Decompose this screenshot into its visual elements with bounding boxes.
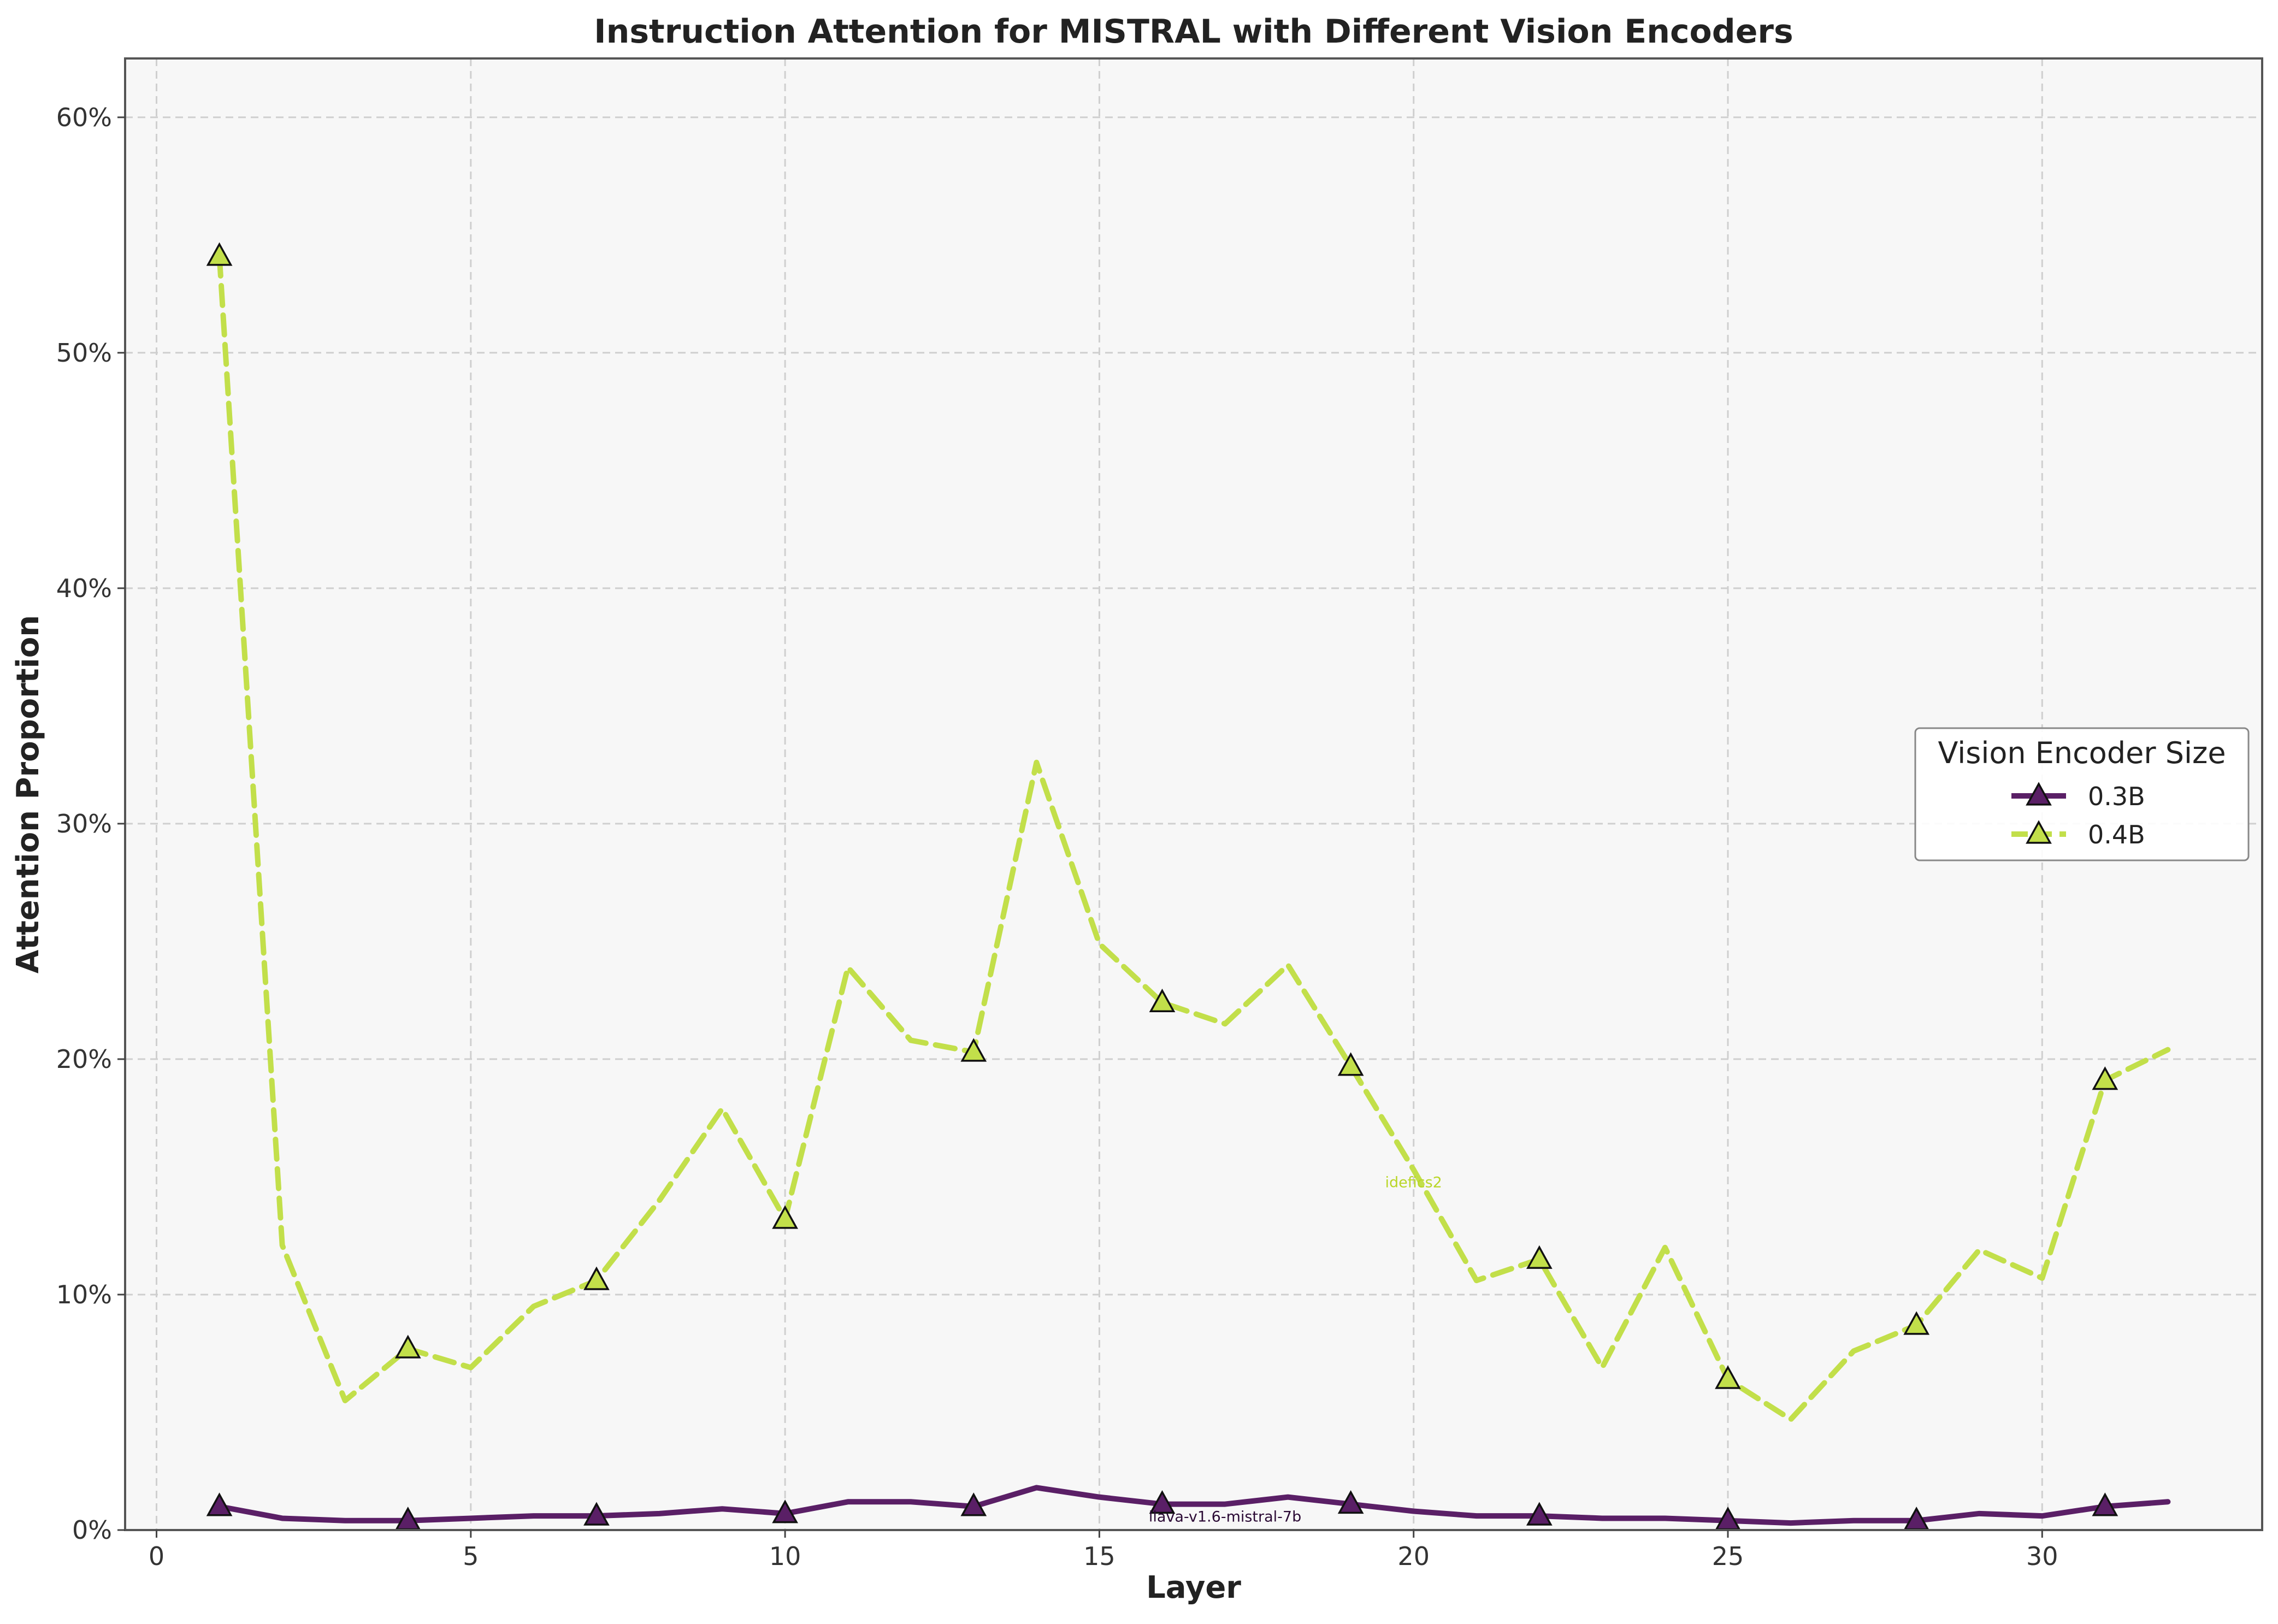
annotations: llava-v1.6-mistral-7b idefics2	[1149, 1174, 1442, 1526]
data-point	[470, 1367, 471, 1368]
data-point	[2167, 1049, 2168, 1050]
legend: Vision Encoder Size 0.3B 0.4B	[1914, 727, 2250, 861]
data-point-marker	[2092, 1066, 2118, 1090]
data-point	[910, 1040, 911, 1041]
y-tick-label: 20%	[56, 1044, 112, 1074]
data-point-marker	[960, 1038, 987, 1062]
data-point	[2041, 1278, 2043, 1279]
data-point	[1099, 1497, 1100, 1498]
data-point	[2041, 1515, 2043, 1516]
data-point	[722, 1508, 723, 1509]
data-point	[1288, 965, 1289, 966]
x-tick-label: 0	[149, 1542, 164, 1571]
data-point-marker	[1149, 988, 1176, 1013]
data-point	[345, 1520, 346, 1521]
x-tick-label: 30	[2026, 1542, 2058, 1571]
data-point-marker	[206, 1492, 233, 1516]
data-point	[282, 1244, 283, 1245]
series-line	[216, 253, 2171, 1422]
y-tick-label: 0%	[72, 1515, 112, 1545]
y-tick-label: 60%	[56, 103, 112, 132]
data-point-marker	[583, 1266, 610, 1290]
data-point	[1853, 1350, 1854, 1351]
data-point	[1225, 1504, 1226, 1505]
data-point-marker	[2092, 1492, 2118, 1516]
data-point	[1225, 1023, 1226, 1024]
plot-background	[125, 58, 2262, 1530]
data-point	[1036, 1487, 1037, 1488]
series-annotation: idefics2	[1385, 1174, 1442, 1191]
data-point	[1099, 943, 1100, 944]
data-point	[1602, 1517, 1603, 1519]
data-point	[1665, 1247, 1666, 1248]
legend-entries: 0.3B 0.4B	[2011, 782, 2145, 849]
data-point-marker	[394, 1334, 421, 1359]
data-point	[1476, 1280, 1477, 1281]
x-tick-label: 10	[769, 1542, 801, 1571]
data-point	[2167, 1501, 2168, 1502]
data-point	[1853, 1520, 1854, 1521]
data-point-marker	[1715, 1365, 1741, 1389]
legend-label: 0.3B	[2088, 782, 2145, 811]
data-point	[847, 967, 848, 968]
data-point	[1790, 1522, 1791, 1523]
chart-title: Instruction Attention for MISTRAL with D…	[594, 13, 1793, 51]
axes: 0 5 10 15 20 25 30 0% 10% 20% 30% 40% 50% 60%	[56, 103, 2058, 1571]
data-point	[1413, 1511, 1414, 1512]
y-tick-label: 30%	[56, 809, 112, 838]
data-point	[1602, 1367, 1603, 1368]
data-point	[659, 1513, 660, 1514]
data-point	[847, 1501, 848, 1502]
y-tick-label: 50%	[56, 338, 112, 368]
data-point	[533, 1306, 534, 1307]
x-axis-label: Layer	[1146, 1570, 1241, 1605]
data-point	[470, 1517, 471, 1519]
x-tick-label: 5	[463, 1542, 479, 1571]
x-tick-label: 25	[1712, 1542, 1744, 1571]
data-point	[659, 1200, 660, 1201]
legend-box	[1914, 727, 2250, 861]
data-point-marker	[1526, 1245, 1553, 1269]
legend-marker	[2026, 820, 2052, 844]
series-0.4B	[206, 242, 2171, 1422]
data-point	[533, 1515, 534, 1516]
data-point-marker	[960, 1492, 987, 1516]
data-point-marker	[1903, 1311, 1930, 1335]
data-point	[1790, 1419, 1791, 1420]
data-point	[722, 1108, 723, 1109]
data-point	[910, 1501, 911, 1502]
legend-label: 0.4B	[2088, 820, 2145, 849]
data-point	[1476, 1515, 1477, 1516]
data-point	[1979, 1249, 1980, 1250]
data-point	[1036, 762, 1037, 763]
x-tick-label: 20	[1397, 1542, 1430, 1571]
series-0.3B	[206, 1485, 2171, 1530]
y-tick-label: 10%	[56, 1280, 112, 1309]
y-axis-label: Attention Proportion	[10, 615, 46, 973]
data-point-marker	[1337, 1490, 1364, 1514]
data-point-marker	[1526, 1502, 1553, 1526]
series-annotation: llava-v1.6-mistral-7b	[1149, 1509, 1301, 1526]
legend-title: Vision Encoder Size	[1938, 736, 2226, 770]
y-tick-label: 40%	[56, 574, 112, 603]
data-point	[1288, 1497, 1289, 1498]
data-point-marker	[583, 1502, 610, 1526]
data-point	[1979, 1513, 1980, 1514]
data-point-marker	[206, 242, 233, 266]
x-tick-label: 15	[1083, 1542, 1116, 1571]
series-group	[206, 242, 2171, 1530]
data-point	[282, 1517, 283, 1519]
series-line	[216, 1485, 2171, 1526]
data-point	[1665, 1517, 1666, 1519]
plot-frame	[124, 57, 2263, 1531]
data-point-marker	[772, 1499, 798, 1523]
data-point-marker	[1337, 1052, 1364, 1076]
legend-marker	[2026, 782, 2052, 806]
data-point-marker	[1149, 1490, 1176, 1514]
data-point-marker	[772, 1205, 798, 1229]
data-point	[345, 1400, 346, 1401]
data-point	[1413, 1170, 1414, 1171]
